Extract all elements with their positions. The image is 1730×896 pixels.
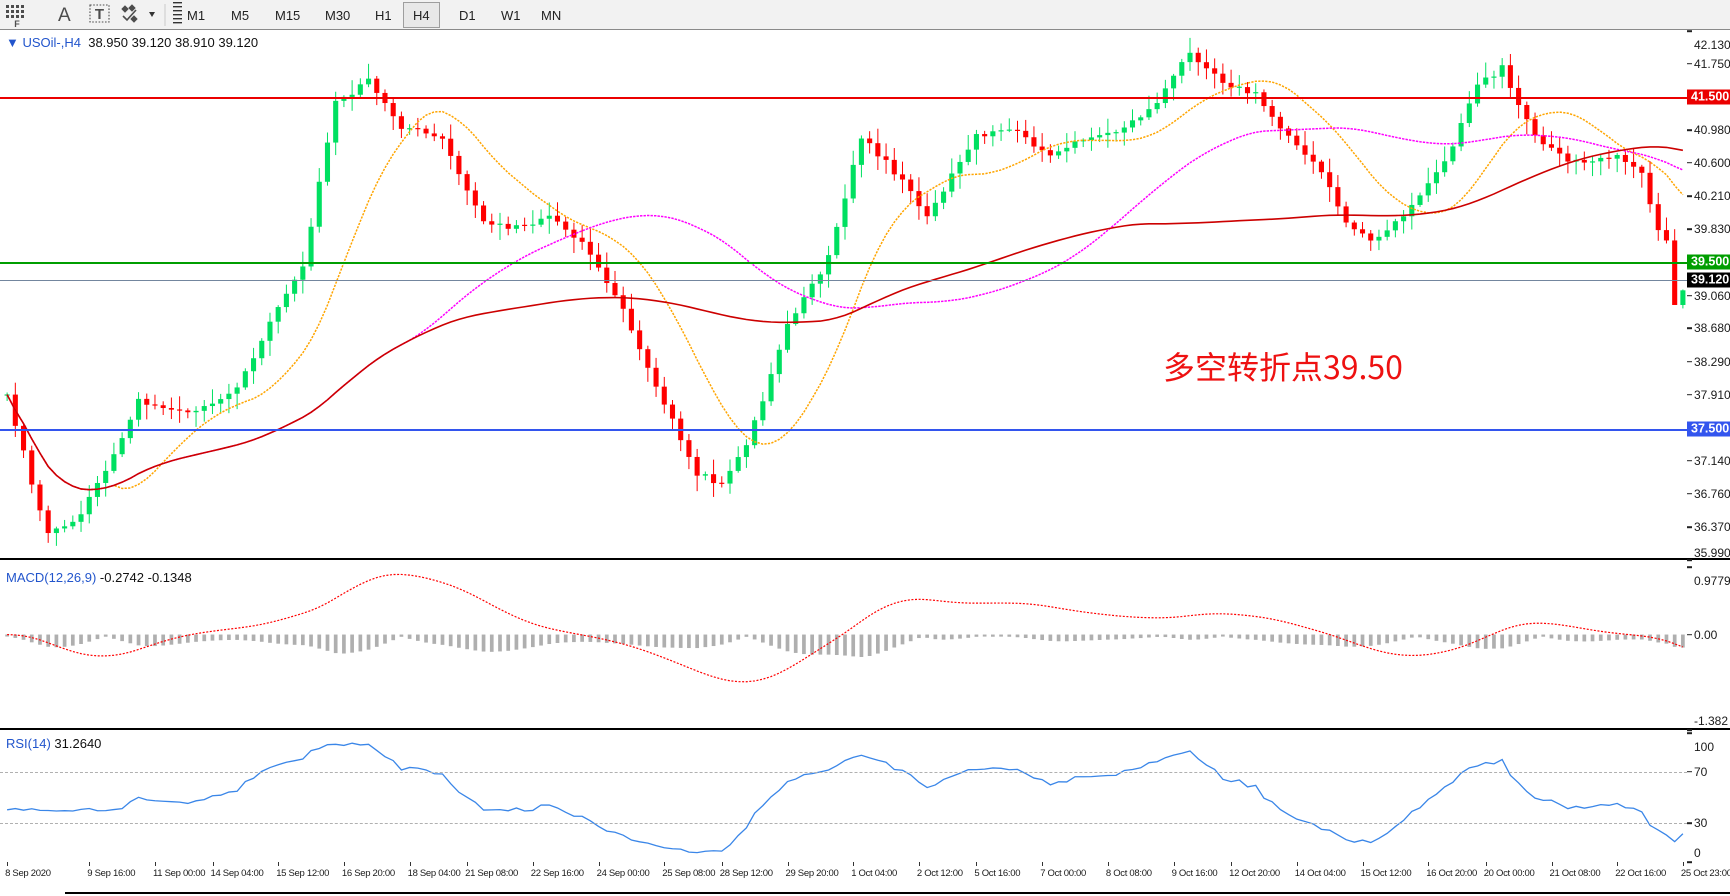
svg-text:F: F (14, 19, 20, 29)
svg-text:A: A (58, 5, 71, 26)
svg-text:T: T (95, 6, 104, 23)
